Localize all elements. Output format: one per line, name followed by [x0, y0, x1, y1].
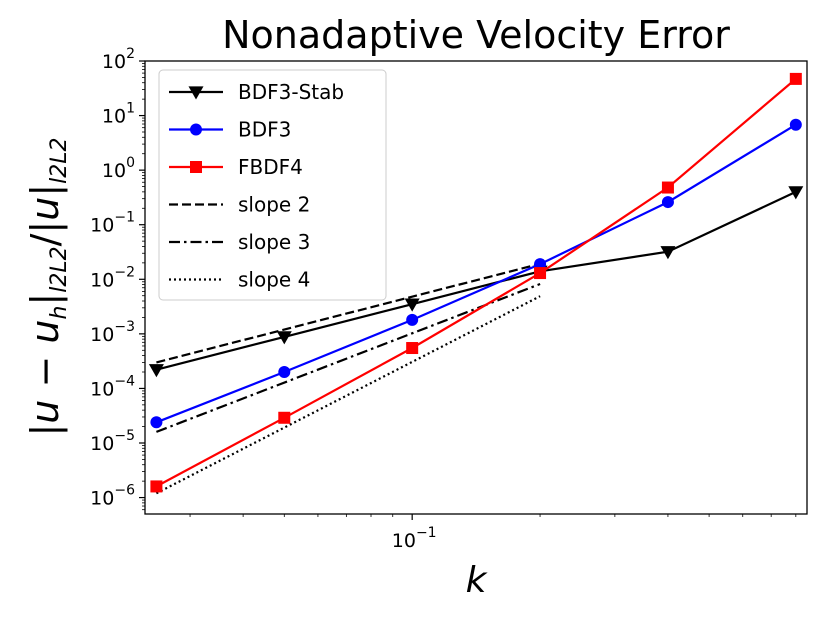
- series-slope-3: [156, 282, 541, 433]
- series-slope-2: [156, 262, 541, 364]
- line-slope-4: [155, 295, 541, 495]
- legend-item: FBDF4: [169, 155, 303, 179]
- point-bdf3-stab: [148, 364, 164, 378]
- legend-item: BDF3: [169, 118, 291, 142]
- point-bdf3-stab: [276, 331, 292, 345]
- legend-label: slope 4: [238, 268, 310, 292]
- series-fbdf4: [150, 72, 802, 493]
- legend-label: slope 2: [238, 193, 310, 217]
- y-tick-label: 101: [102, 101, 135, 128]
- legend-item: BDF3-Stab: [169, 80, 344, 104]
- y-tick-label: 10−4: [90, 373, 135, 400]
- point-fbdf4: [406, 342, 419, 355]
- legend-marker: [190, 123, 202, 136]
- svg-text:|u − uh|l2L2/|u|l2L2: |u − uh|l2L2/|u|l2L2: [23, 137, 72, 436]
- x-axis-label: k: [466, 560, 489, 601]
- y-tick-label: 100: [102, 155, 135, 182]
- legend: BDF3-Stab BDF3 FBDF4 slope 2 slope 3 slope 4: [158, 69, 387, 301]
- point-bdf3: [406, 313, 419, 326]
- point-bdf3: [150, 416, 163, 429]
- y-tick-label: 10−6: [90, 483, 135, 510]
- x-tick-label: 10−1: [392, 525, 437, 552]
- line-fbdf4: [155, 78, 797, 488]
- y-tick-label: 10−5: [90, 428, 135, 455]
- plot-area: [148, 72, 804, 495]
- point-bdf3: [661, 196, 674, 209]
- legend-label: slope 3: [238, 230, 310, 254]
- y-tick-label: 10−3: [90, 319, 135, 346]
- point-fbdf4: [789, 72, 802, 85]
- legend-label: BDF3-Stab: [238, 80, 344, 104]
- y-axis-label: |u − uh|l2L2/|u|l2L2: [23, 137, 72, 436]
- point-bdf3: [278, 366, 291, 379]
- legend-box: [158, 69, 387, 301]
- axis-ticks: 10−6 10−5 10−4 10−3 10−2 10−1 100 101 102 10−1: [90, 46, 797, 552]
- point-fbdf4: [534, 267, 547, 280]
- point-fbdf4: [278, 411, 291, 424]
- legend-label: FBDF4: [238, 155, 303, 179]
- series-bdf3: [150, 118, 802, 429]
- series-slope-4: [155, 295, 541, 495]
- legend-item: slope 3: [169, 230, 310, 254]
- legend-item: slope 2: [169, 193, 310, 217]
- legend-marker: [190, 161, 202, 173]
- legend-label: BDF3: [238, 118, 291, 142]
- line-bdf3: [155, 123, 797, 424]
- point-bdf3: [789, 118, 802, 131]
- line-bdf3-stab: [156, 190, 797, 371]
- legend-item: slope 4: [169, 268, 310, 292]
- point-bdf3-stab: [788, 186, 804, 200]
- point-fbdf4: [150, 480, 163, 493]
- point-bdf3-stab: [404, 298, 420, 312]
- legend-marker: [188, 86, 204, 100]
- y-tick-label: 10−2: [90, 264, 135, 291]
- point-bdf3-stab: [660, 246, 676, 260]
- line-slope-2: [156, 262, 541, 364]
- y-tick-label: 102: [102, 46, 135, 73]
- chart-title: Nonadaptive Velocity Error: [222, 13, 730, 57]
- line-slope-3: [156, 282, 541, 433]
- y-tick-label: 10−1: [90, 210, 135, 237]
- point-fbdf4: [661, 181, 674, 194]
